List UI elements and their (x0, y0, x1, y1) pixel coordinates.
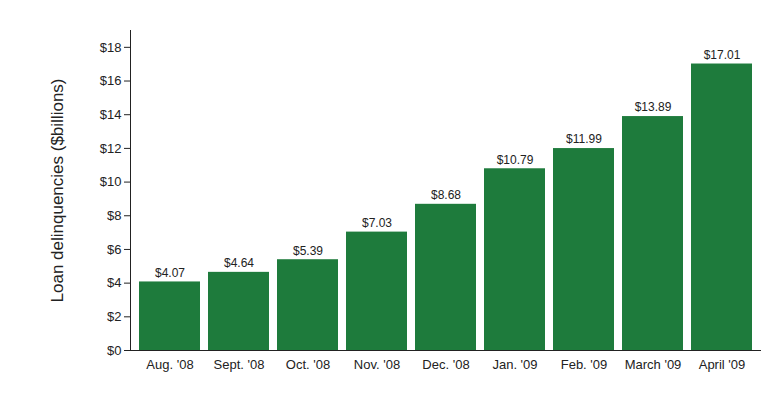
svg-text:$11.99: $11.99 (566, 132, 602, 146)
svg-text:$2: $2 (107, 309, 121, 324)
svg-text:Feb. '09: Feb. '09 (561, 357, 608, 372)
svg-text:$12: $12 (100, 141, 122, 156)
svg-text:Dec. '08: Dec. '08 (422, 357, 469, 372)
svg-text:$13.89: $13.89 (635, 100, 672, 114)
svg-text:Aug. '08: Aug. '08 (146, 357, 193, 372)
svg-text:$0: $0 (107, 343, 121, 358)
svg-text:April '09: April '09 (699, 357, 746, 372)
svg-text:$10: $10 (100, 174, 122, 189)
svg-text:$16: $16 (100, 73, 122, 88)
svg-text:March '09: March '09 (625, 357, 682, 372)
svg-text:$4: $4 (107, 275, 121, 290)
svg-text:$8: $8 (107, 208, 121, 223)
svg-text:$14: $14 (100, 107, 122, 122)
svg-text:Oct. '08: Oct. '08 (286, 357, 330, 372)
svg-text:Nov. '08: Nov. '08 (354, 357, 400, 372)
svg-text:$7.03: $7.03 (362, 216, 392, 230)
svg-text:$6: $6 (107, 242, 121, 257)
svg-text:$4.64: $4.64 (224, 256, 254, 270)
svg-text:$5.39: $5.39 (293, 244, 323, 258)
svg-text:$10.79: $10.79 (497, 153, 534, 167)
svg-text:$17.01: $17.01 (704, 48, 741, 62)
svg-text:Jan. '09: Jan. '09 (492, 357, 537, 372)
svg-text:$18: $18 (100, 40, 122, 55)
svg-text:Sept. '08: Sept. '08 (214, 357, 265, 372)
svg-text:Loan delinquencies ($billions): Loan delinquencies ($billions) (48, 79, 67, 303)
svg-text:$4.07: $4.07 (155, 266, 185, 280)
svg-text:$8.68: $8.68 (431, 188, 461, 202)
